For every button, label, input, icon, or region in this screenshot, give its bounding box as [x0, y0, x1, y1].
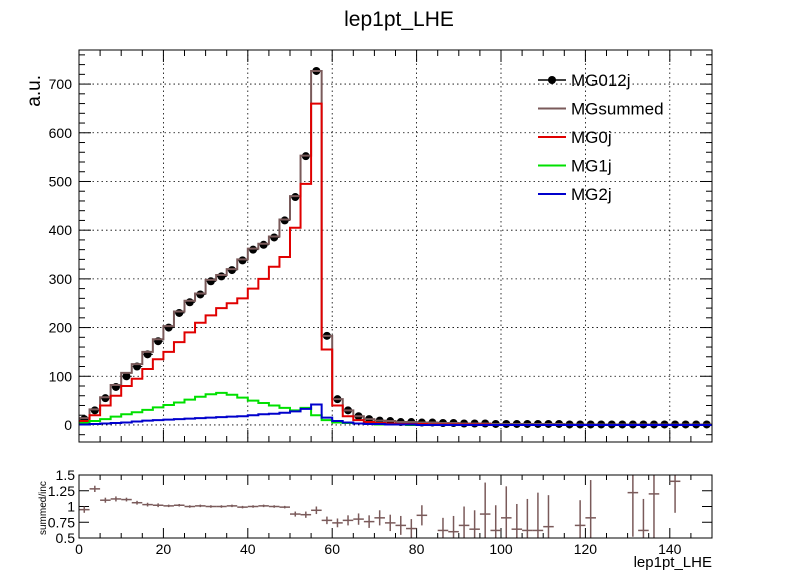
ratio-x-tick-label: 60: [324, 541, 340, 557]
y-tick-label: 200: [49, 320, 73, 336]
series-mg012j-point: [206, 277, 215, 286]
ratio-y-tick-label: 1.5: [56, 467, 76, 483]
series-mg012j-point: [122, 372, 131, 381]
legend-mg012j-marker: [548, 76, 556, 84]
ratio-x-tick-label: 80: [409, 541, 425, 557]
chart-title: lep1pt_LHE: [344, 8, 454, 31]
y-tick-label: 600: [49, 125, 73, 141]
ratio-y-tick-label: 0.5: [56, 530, 76, 546]
series-mg2j-line: [79, 403, 712, 426]
ratio-x-tick-label: 140: [658, 541, 682, 557]
legend-mg1j-label: MG1j: [571, 157, 612, 176]
ratio-x-tick-label: 0: [75, 541, 83, 557]
ratio-y-tick-label: 1.25: [48, 483, 75, 499]
y-tick-label: 0: [64, 417, 72, 433]
legend-mg2j-label: MG2j: [571, 185, 612, 204]
y-tick-label: 700: [49, 76, 73, 92]
legend-mgsummed-label: MGsummed: [571, 100, 664, 119]
legend-mg0j-label: MG0j: [571, 128, 612, 147]
ratio-frame: [78, 474, 713, 539]
legend-mg012j-label: MG012j: [571, 71, 631, 90]
ratio-y-axis-label: summed/inc: [38, 481, 49, 535]
y-axis-label: a.u.: [24, 75, 45, 107]
ratio-y-tick-label: 0.75: [48, 514, 75, 530]
y-tick-label: 300: [49, 271, 73, 287]
series-mg012j-point: [175, 308, 184, 317]
ratio-x-tick-label: 100: [489, 541, 513, 557]
series-mg012j-point: [164, 323, 173, 332]
ratio-x-tick-label: 120: [574, 541, 598, 557]
ratio-x-axis-label: lep1pt_LHE: [634, 554, 712, 571]
legend: MG012j MGsummed MG0j MG1j MG2j: [538, 71, 664, 204]
y-tick-label: 400: [49, 222, 73, 238]
ratio-x-tick-label: 40: [240, 541, 256, 557]
y-tick-label: 100: [49, 368, 73, 384]
ratio-y-tick-label: 1: [67, 499, 75, 515]
series-mg012j-point: [217, 272, 226, 281]
y-tick-label: 500: [49, 173, 73, 189]
plot-area: [79, 50, 712, 442]
plot-frame: [78, 49, 713, 443]
series-mg012j-point: [185, 298, 194, 307]
ratio-x-tick-label: 20: [156, 541, 172, 557]
